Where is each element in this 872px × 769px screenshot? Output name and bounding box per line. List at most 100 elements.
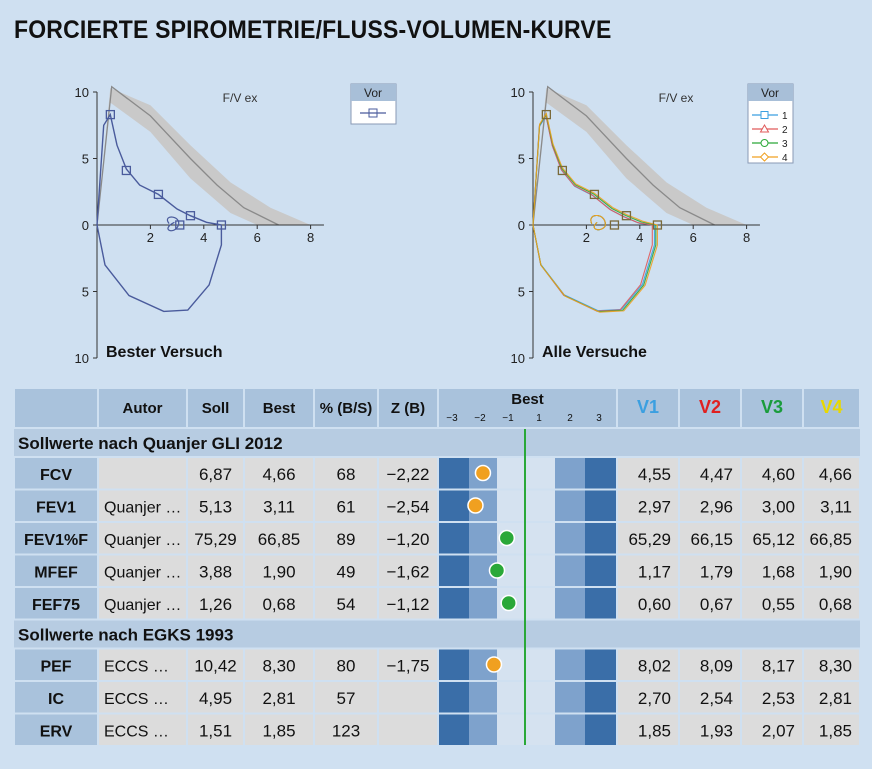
table-cell	[742, 523, 802, 554]
table-cell	[379, 523, 437, 554]
row-value: 1,17	[638, 563, 671, 582]
table-cell	[245, 555, 313, 586]
zscale-tick-label: 1	[536, 413, 542, 424]
legend-entry-label: 4	[782, 153, 788, 164]
row-value: 2,81	[819, 689, 852, 708]
series-line-inspiratory	[532, 224, 658, 313]
reference-band	[97, 88, 311, 225]
y-tick-label: 5	[82, 152, 89, 167]
table-cell	[99, 458, 186, 489]
table-cell	[188, 714, 243, 745]
table-cell	[742, 682, 802, 713]
row-value: 4,66	[819, 465, 852, 484]
table-cell	[804, 682, 859, 713]
row-value: 5,13	[199, 498, 232, 517]
series-marker	[105, 109, 115, 120]
table-cell	[379, 714, 437, 745]
table-cell	[379, 458, 437, 489]
table-cell	[680, 555, 740, 586]
table-cell	[99, 555, 186, 586]
section-header-bar	[14, 620, 860, 648]
y-tick-label: 10	[511, 351, 525, 366]
row-value: 2,53	[762, 689, 795, 708]
table-cell	[804, 588, 859, 619]
y-tick-label: 10	[75, 85, 89, 100]
table-cell	[618, 588, 678, 619]
row-param: FEV1	[36, 500, 76, 517]
row-param: ERV	[40, 724, 73, 741]
z-band-dark-left	[439, 714, 469, 745]
table-cell	[99, 649, 186, 680]
row-value: 4,60	[762, 465, 795, 484]
row-autor: ECCS …	[104, 691, 169, 708]
reference-band	[533, 88, 747, 225]
table-cell	[188, 555, 243, 586]
z-band-dark-right	[585, 458, 616, 489]
row-value: 3,11	[820, 498, 852, 517]
z-band-mid-right	[555, 555, 585, 586]
table-cell	[379, 649, 437, 680]
table-cell	[188, 649, 243, 680]
row-param: FEV1%F	[24, 532, 88, 549]
row-autor: ECCS …	[104, 659, 169, 676]
page-title: FORCIERTE SPIROMETRIE/FLUSS-VOLUMEN-KURV…	[14, 16, 612, 44]
table-cell	[245, 714, 313, 745]
zscale-tick-label: 3	[596, 413, 602, 424]
z-band-dark-right	[585, 555, 616, 586]
row-value: 1,85	[262, 722, 295, 741]
row-param: FEF75	[32, 597, 80, 614]
row-value: 0,68	[819, 595, 852, 614]
z-score-dot	[488, 562, 506, 579]
row-value: 65,29	[628, 530, 671, 549]
header-cell	[680, 389, 740, 427]
z-band-dark-left	[439, 555, 469, 586]
y-tick-label: 5	[82, 285, 89, 300]
y-tick-label: 10	[75, 351, 89, 366]
column-header: V1	[637, 397, 659, 417]
zscale-tick-label: −1	[502, 413, 514, 424]
table-cell	[804, 523, 859, 554]
z-band-dark-right	[585, 490, 616, 521]
table-cell	[315, 555, 377, 586]
table-cell	[618, 523, 678, 554]
z-band-mid-left	[469, 523, 497, 554]
y-tick-label: 0	[82, 218, 89, 233]
legend-entry-label: 3	[782, 139, 788, 150]
header-cell	[188, 389, 243, 427]
table-cell	[680, 714, 740, 745]
table-cell	[618, 555, 678, 586]
z-band-dark-left	[439, 458, 469, 489]
z-band-mid-right	[555, 649, 585, 680]
z-band-mid-right	[555, 523, 585, 554]
section-title: Sollwerte nach EGKS 1993	[18, 626, 233, 645]
table-cell	[804, 490, 859, 521]
row-autor: Quanjer …	[104, 565, 181, 582]
row-value: 68	[337, 465, 356, 484]
header-cell	[99, 389, 186, 427]
table-cell	[245, 523, 313, 554]
x-tick-label: 6	[690, 230, 697, 245]
table-cell	[315, 649, 377, 680]
column-header: Z (B)	[391, 400, 425, 417]
section-title: Sollwerte nach Quanjer GLI 2012	[18, 434, 283, 453]
row-value: 0,55	[762, 595, 795, 614]
table-cell	[99, 714, 186, 745]
row-autor: Quanjer …	[104, 597, 181, 614]
row-value: 8,09	[700, 657, 733, 676]
table-cell	[245, 458, 313, 489]
z-score-dot	[500, 594, 517, 612]
row-value: 8,30	[819, 657, 852, 676]
z-band-dark-right	[585, 649, 616, 680]
table-cell	[315, 682, 377, 713]
row-value: 0,60	[638, 595, 671, 614]
row-param: PEF	[40, 659, 71, 676]
row-value: 2,70	[638, 689, 671, 708]
series-line-inspiratory	[96, 224, 223, 313]
legend-marker-circle	[760, 139, 769, 147]
series-marker	[609, 220, 620, 230]
row-autor: ECCS …	[104, 724, 169, 741]
row-value: 89	[337, 530, 356, 549]
z-band-mid-right	[555, 714, 585, 745]
series-marker	[652, 220, 663, 230]
x-tick-label: 8	[743, 230, 750, 245]
